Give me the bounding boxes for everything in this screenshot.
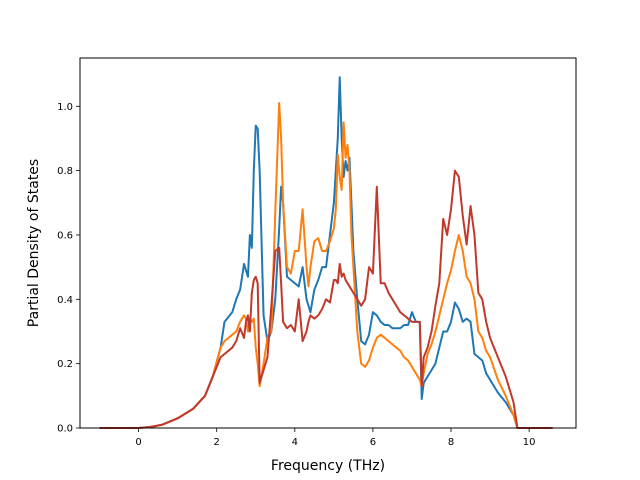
- y-tick-label: 0.0: [57, 424, 73, 435]
- y-ticks: 0.0 0.2 0.4 0.6 0.8 1.0: [57, 102, 80, 435]
- y-tick-label: 0.6: [57, 230, 73, 241]
- x-ticks: 0 2 4 6 8 10: [135, 428, 536, 448]
- series-3-line: [99, 169, 553, 429]
- y-tick-label: 0.2: [57, 359, 73, 370]
- y-tick-label: 0.4: [57, 295, 73, 306]
- x-tick-label: 8: [448, 437, 454, 448]
- x-tick-label: 10: [523, 437, 536, 448]
- plot-frame: [79, 57, 577, 429]
- x-tick-label: 6: [370, 437, 376, 448]
- series-layer: [99, 76, 553, 429]
- x-axis-label: Frequency (THz): [271, 458, 385, 474]
- x-tick-label: 4: [292, 437, 298, 448]
- y-tick-label: 0.8: [57, 166, 73, 177]
- x-tick-label: 2: [214, 437, 220, 448]
- series-1-line: [99, 76, 553, 429]
- x-tick-label: 0: [135, 437, 141, 448]
- y-axis-label: Partial Density of States: [26, 159, 42, 327]
- y-tick-label: 1.0: [57, 102, 73, 113]
